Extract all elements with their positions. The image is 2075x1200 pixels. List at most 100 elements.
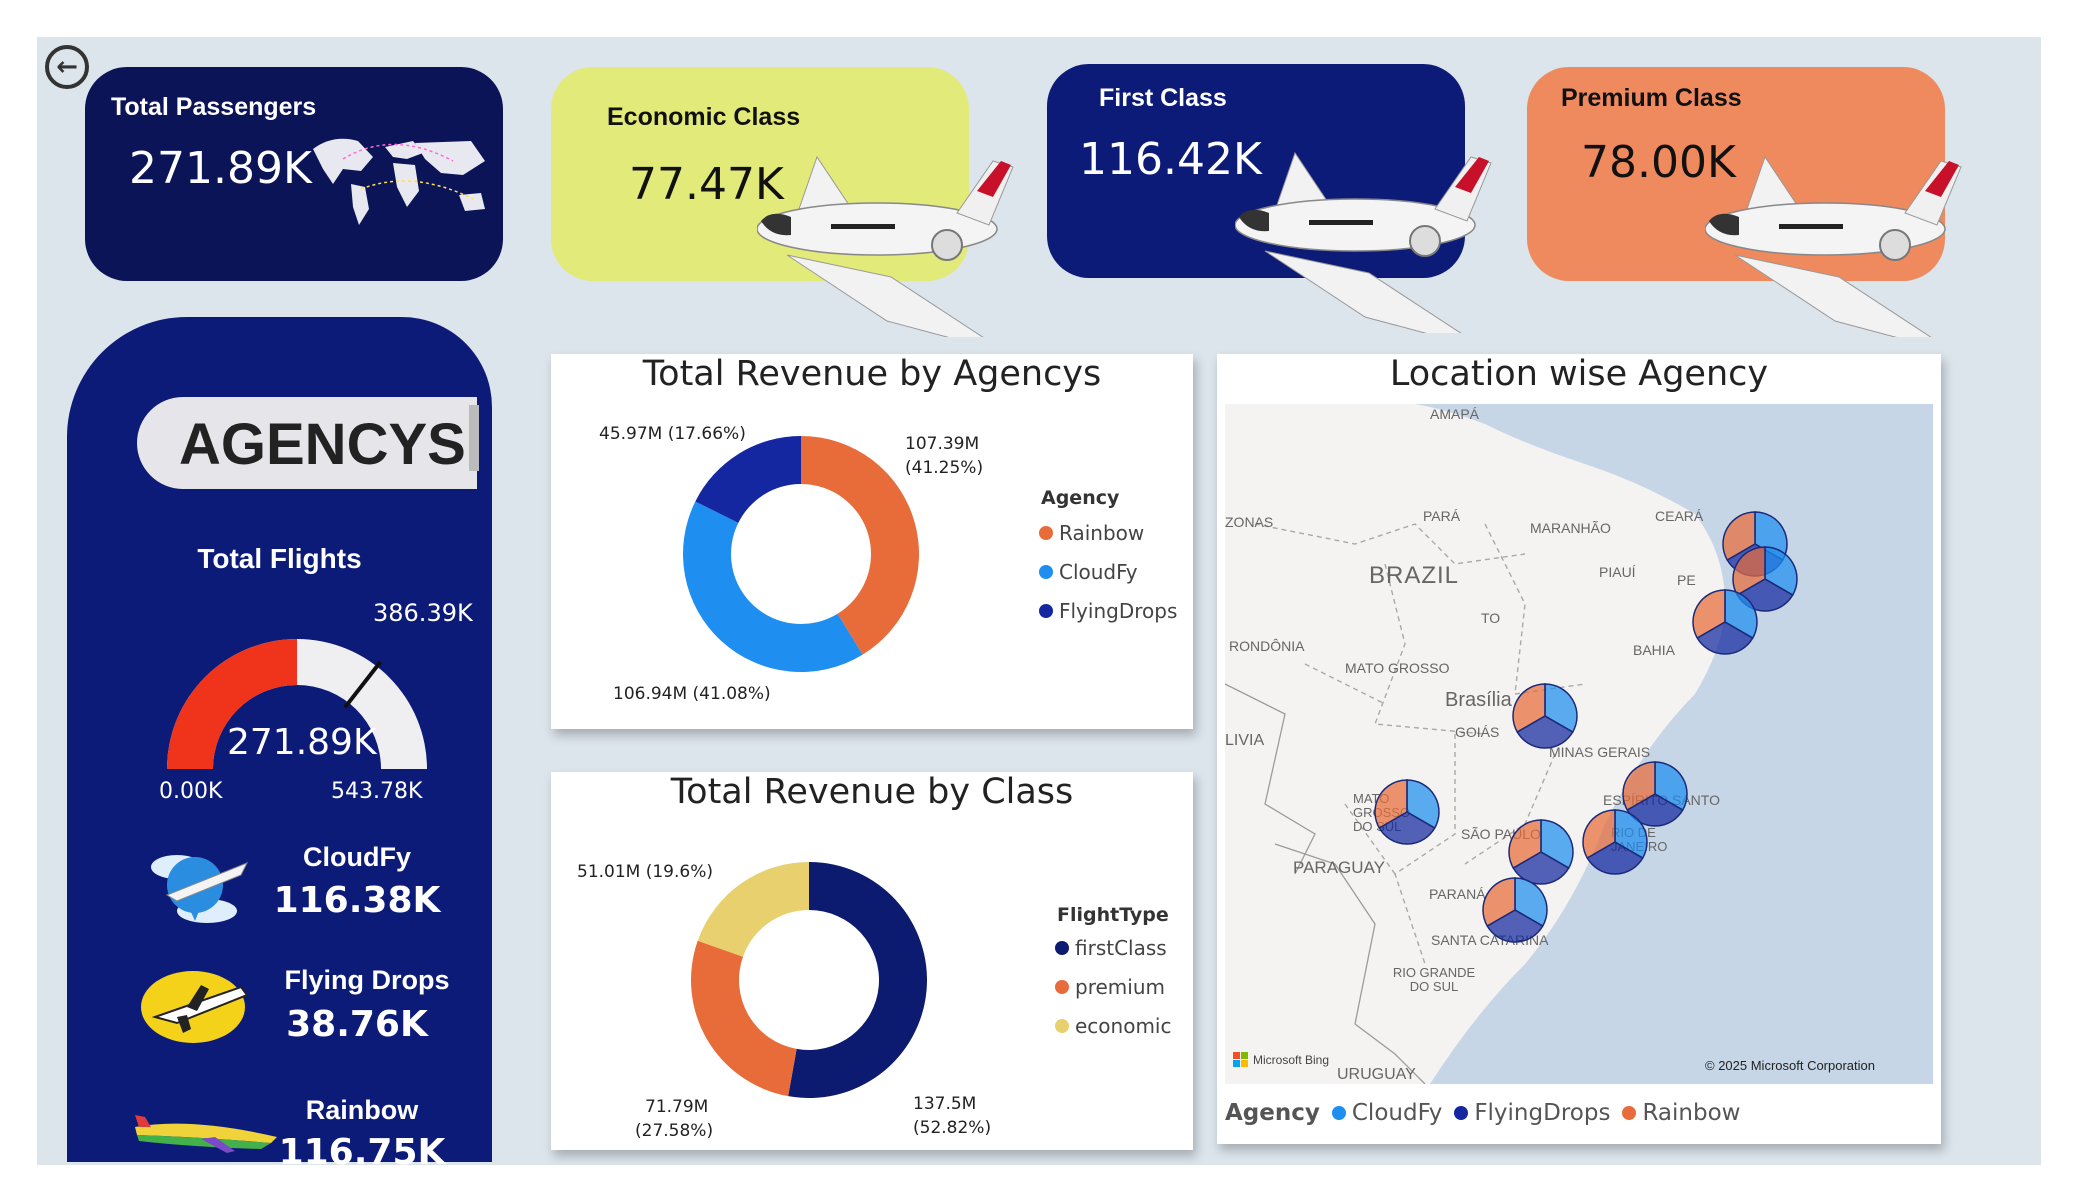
legend-label-cloudfy[interactable]: CloudFy	[1351, 1100, 1443, 1126]
attribution-right: © 2025 Microsoft Corporation	[1705, 1058, 1875, 1073]
legend-title: Agency	[1041, 487, 1120, 509]
kpi-title: Total Passengers	[111, 93, 317, 121]
map-title: Location wise Agency	[1389, 354, 1769, 394]
legend-title: FlightType	[1057, 904, 1169, 926]
donut-slice-flyingdrops[interactable]	[695, 436, 801, 523]
legend-label: CloudFy	[1059, 560, 1138, 584]
revenue-by-agency-donut	[683, 436, 919, 672]
agency-name-flying-drops: Flying Drops	[284, 965, 450, 995]
legend-item-flyingdrops[interactable]: FlyingDrops	[1039, 599, 1177, 623]
map-label: TO	[1481, 610, 1501, 626]
gauge-fill	[167, 639, 297, 769]
map-label: BAHIA	[1633, 642, 1676, 658]
legend-label-rainbow[interactable]: Rainbow	[1642, 1100, 1741, 1126]
dashboard-canvas: ← Total Passengers 271.89K Economic Clas…	[37, 37, 2041, 1173]
agencys-panel: AGENCYS Total Flights 386.39K 271.89K 0.…	[67, 317, 492, 1173]
flying-drops-logo-icon	[141, 971, 249, 1043]
agency-name-cloudfy: CloudFy	[303, 842, 411, 872]
legend-item-premium[interactable]: premium	[1055, 975, 1165, 999]
airplane-icon	[1705, 155, 1962, 337]
map-pie-slice[interactable]	[1696, 621, 1754, 655]
map-area[interactable]: AMAPÁ ZONAS PARÁ MARANHÃO CEARÁ BRAZIL P…	[1225, 404, 1933, 1084]
agency-value-rainbow: 116.75K	[278, 1132, 446, 1173]
data-label-flyingdrops: 45.97M (17.66%)	[599, 424, 746, 444]
map-pie-slice[interactable]	[1622, 761, 1656, 812]
map-pie-slice[interactable]	[1512, 683, 1546, 734]
donut-slice-economic[interactable]	[697, 862, 809, 957]
airplane-icon	[1235, 151, 1492, 333]
kpi-value: 271.89K	[129, 143, 312, 194]
legend-item-economic[interactable]: economic	[1055, 1014, 1171, 1038]
heading-accent	[469, 405, 479, 471]
legend-item-cloudfy[interactable]: CloudFy	[1039, 560, 1138, 584]
donut-slice-premium[interactable]	[691, 940, 797, 1097]
total-flights-label: Total Flights	[197, 543, 362, 574]
map-label: CEARÁ	[1655, 508, 1704, 524]
gauge-min-label: 0.00K	[159, 779, 223, 804]
legend-item-rainbow[interactable]: Rainbow	[1039, 521, 1144, 545]
map-pie-slice[interactable]	[1512, 851, 1570, 885]
map-pie-slice[interactable]	[1374, 779, 1408, 830]
data-label-premium: 71.79M	[645, 1097, 709, 1117]
kpi-title: Premium Class	[1561, 84, 1742, 112]
airplane-icon	[757, 155, 1014, 337]
map-pie-slice[interactable]	[1732, 546, 1766, 597]
kpi-value: 77.47K	[629, 159, 784, 210]
map-label: RIO GRANDE DO SUL	[1392, 965, 1476, 994]
rainbow-logo-icon	[135, 1115, 277, 1153]
legend-dot	[1039, 604, 1053, 618]
map-legend: Agency CloudFy FlyingDrops Rainbow	[1225, 1100, 1740, 1126]
map-label: Brasília	[1445, 689, 1512, 711]
legend-dot	[1055, 1019, 1069, 1033]
map-pie-slice[interactable]	[1692, 589, 1726, 640]
kpi-value: 78.00K	[1581, 137, 1736, 188]
legend-item-firstclass[interactable]: firstClass	[1055, 936, 1167, 960]
bing-logo: Microsoft Bing	[1233, 1052, 1329, 1067]
kpi-title: Economic Class	[607, 103, 801, 131]
gauge-target-marker	[343, 660, 383, 709]
data-label-economic: 51.01M (19.6%)	[577, 862, 714, 882]
legend-dot	[1055, 941, 1069, 955]
map-pie-slice[interactable]	[1486, 909, 1544, 943]
revenue-by-class-title: Total Revenue by Class	[670, 772, 1074, 812]
donut-slice-firstclass[interactable]	[788, 862, 928, 1098]
legend-dot	[1039, 526, 1053, 540]
legend-label: Rainbow	[1059, 521, 1145, 545]
data-label-premium-pct: (27.58%)	[635, 1121, 714, 1141]
data-label-cloudfy: 106.94M (41.08%)	[613, 684, 771, 704]
agency-name-rainbow: Rainbow	[305, 1095, 419, 1125]
map-pie-slice[interactable]	[1482, 877, 1516, 928]
legend-label-flyingdrops[interactable]: FlyingDrops	[1474, 1100, 1611, 1126]
data-label-rainbow: 107.39M	[905, 434, 980, 454]
map-pie-slice[interactable]	[1586, 841, 1644, 875]
map-label: PIAUÍ	[1599, 564, 1636, 580]
data-label-rainbow-pct: (41.25%)	[905, 458, 984, 478]
kpi-economic-class: Economic Class 77.47K	[551, 67, 969, 281]
gauge-max-label: 543.78K	[331, 779, 423, 804]
agencys-heading: AGENCYS	[179, 412, 466, 477]
kpi-total-passengers: Total Passengers 271.89K	[85, 67, 503, 281]
kpi-premium-class: Premium Class 78.00K	[1527, 67, 1945, 281]
map-label: URUGUAY	[1337, 1066, 1416, 1083]
map-label: LIVIA	[1225, 732, 1265, 749]
revenue-by-class-donut	[691, 862, 928, 1098]
location-map-panel: Location wise Agency	[1217, 354, 1941, 1144]
map-pie-slice[interactable]	[1508, 819, 1542, 870]
map-label: PE	[1677, 572, 1696, 588]
map-label: MINAS GERAIS	[1549, 744, 1651, 760]
ocean	[1415, 404, 1933, 1084]
map-label: PARANÁ	[1429, 886, 1486, 902]
world-map-icon	[313, 138, 485, 225]
legend-label: premium	[1075, 975, 1165, 999]
legend-label: economic	[1075, 1014, 1172, 1038]
map-pie-slice[interactable]	[1722, 511, 1756, 562]
map-pie-slice[interactable]	[1378, 811, 1436, 845]
map-pie-slice[interactable]	[1582, 809, 1616, 860]
donut-slice-rainbow[interactable]	[801, 436, 919, 655]
legend-dot	[1622, 1106, 1637, 1120]
map-pie-slice[interactable]	[1516, 715, 1574, 749]
legend-dot	[1454, 1106, 1469, 1120]
legend-dot	[1331, 1106, 1346, 1120]
back-button[interactable]: ←	[45, 45, 89, 89]
donut-slice-cloudfy[interactable]	[683, 501, 863, 672]
